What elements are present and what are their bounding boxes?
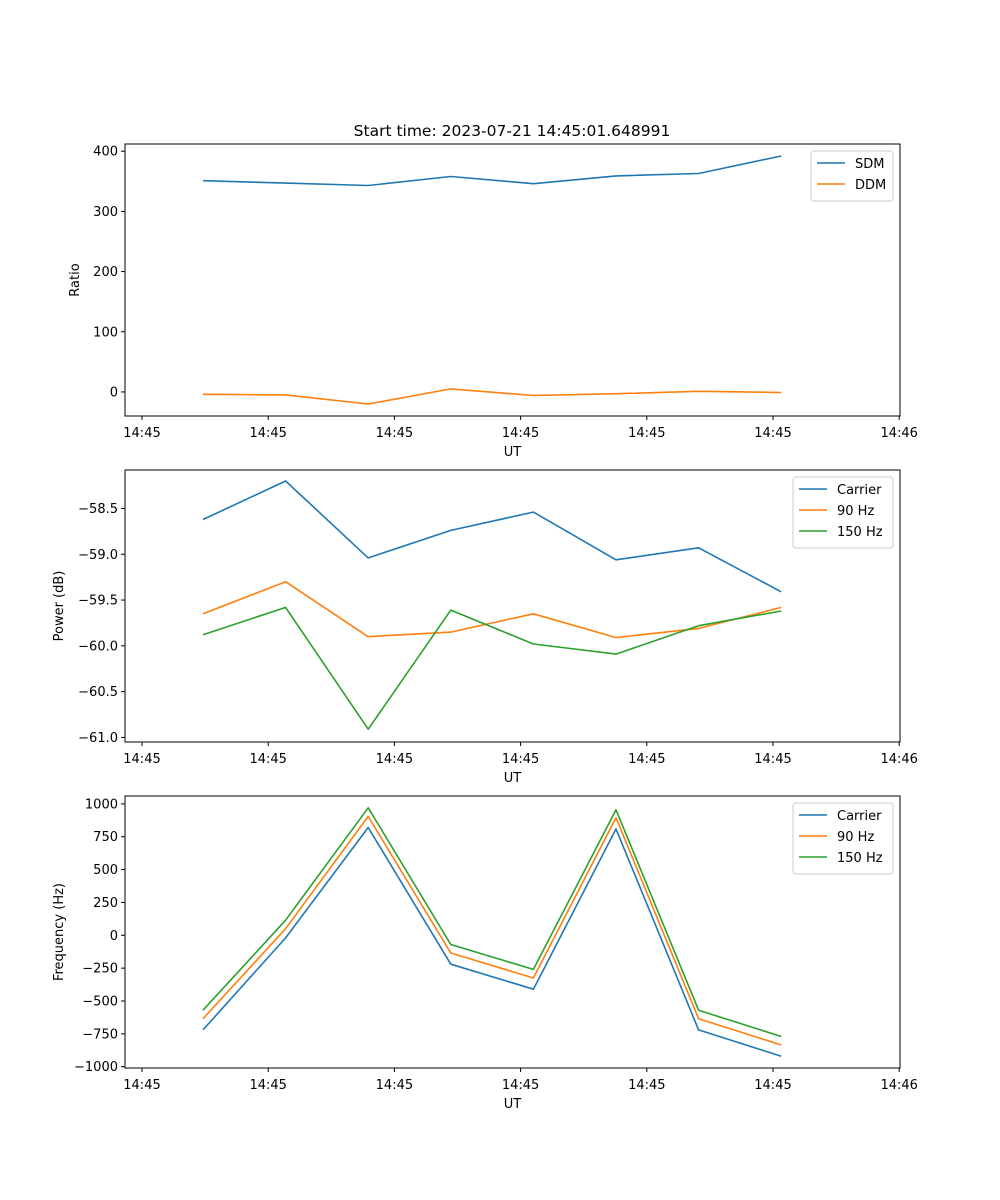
x-tick-label: 14:45 [754,426,791,441]
legend-label: Carrier [837,809,882,824]
y-tick-label: 200 [93,265,118,280]
figure-title: Start time: 2023-07-21 14:45:01.648991 [354,122,671,140]
legend-label: 90 Hz [837,830,874,845]
x-tick-label: 14:45 [249,426,286,441]
x-tick-label: 14:46 [880,1078,917,1093]
x-tick-label: 14:45 [628,1078,665,1093]
legend-label: 150 Hz [837,851,883,866]
y-tick-label: −750 [82,1027,118,1042]
y-tick-label: 400 [93,145,118,160]
plot-area-2 [124,795,901,1069]
x-axis-label: UT [504,1097,522,1112]
y-tick-label: −61.0 [78,731,118,746]
y-tick-label: 750 [93,830,118,845]
y-tick-label: −58.5 [78,502,118,517]
y-tick-label: −250 [82,962,118,977]
x-tick-label: 14:45 [123,752,160,767]
frequency-chart: 1000 750 500 250 0 −250 −500 −750 −1000 14:45 14:4… [52,795,918,1112]
y-tick-label: 100 [93,325,118,340]
y-axis-label: Ratio [68,263,83,296]
legend-label: 90 Hz [837,504,874,519]
power-chart: −58.5 −59.0 −59.5 −60.0 −60.5 −61.0 14:45 14:45… [52,469,918,786]
y-tick-label: 500 [93,863,118,878]
y-axis-label: Frequency (Hz) [52,883,67,981]
y-tick-label: 1000 [85,797,118,812]
x-axis-label: UT [504,445,522,460]
x-tick-label: 14:46 [880,426,917,441]
y-tick-label: −59.0 [78,548,118,563]
y-tick-label: −59.5 [78,594,118,609]
ratio-chart: 0 100 200 300 400 14:45 14:45 14:45 14:45 14:45 14… [68,143,918,460]
y-tick-label: −1000 [74,1060,118,1075]
x-tick-label: 14:45 [123,1078,160,1093]
x-tick-label: 14:45 [754,752,791,767]
plot-area-0 [124,143,901,417]
y-tick-label: 250 [93,896,118,911]
x-tick-label: 14:45 [376,426,413,441]
plot-area-1 [124,469,901,743]
legend-label: 150 Hz [837,525,883,540]
x-tick-label: 14:45 [502,1078,539,1093]
x-tick-label: 14:45 [376,1078,413,1093]
x-tick-label: 14:45 [376,752,413,767]
x-tick-label: 14:45 [249,1078,286,1093]
y-axis-label: Power (dB) [52,571,67,642]
legend-label: SDM [855,157,884,172]
y-tick-label: −500 [82,994,118,1009]
series-line-ddm [202,388,782,405]
legend-label: DDM [855,178,886,193]
x-tick-label: 14:45 [502,426,539,441]
series-line-150-hz [202,806,782,1038]
y-tick-label: −60.5 [78,685,118,700]
x-tick-label: 14:45 [754,1078,791,1093]
series-line-90-hz [202,815,782,1046]
x-tick-label: 14:46 [880,752,917,767]
x-axis-label: UT [504,771,522,786]
series-line-carrier [202,480,782,593]
legend-label: Carrier [837,483,882,498]
x-tick-label: 14:45 [502,752,539,767]
series-line-150-hz [202,606,782,731]
y-tick-label: −60.0 [78,639,118,654]
x-tick-label: 14:45 [249,752,286,767]
y-tick-label: 0 [110,929,118,944]
x-tick-label: 14:45 [628,426,665,441]
x-tick-label: 14:45 [123,426,160,441]
series-line-sdm [202,155,782,187]
series-line-carrier [202,826,782,1057]
y-tick-label: 0 [110,385,118,400]
x-tick-label: 14:45 [628,752,665,767]
y-tick-label: 300 [93,205,118,220]
